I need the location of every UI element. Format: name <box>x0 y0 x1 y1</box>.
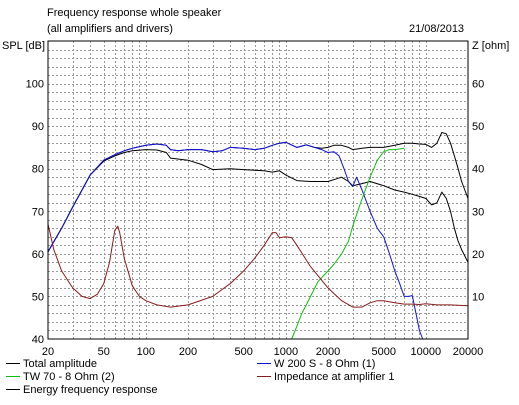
legend-label: Total amplitude <box>23 358 97 370</box>
legend-label: Energy frequency response <box>23 384 158 396</box>
y-axis-label: SPL [dB] <box>2 40 46 52</box>
x-tick-label: 50 <box>98 346 110 358</box>
y-tick-label: 80 <box>32 164 44 176</box>
legend-item: W 200 S - 8 Ohm (1) <box>257 358 375 370</box>
x-tick-label: 1000 <box>274 346 298 358</box>
legend-label: TW 70 - 8 Ohm (2) <box>23 371 115 383</box>
series-line-w-200-s-8-ohm-1 <box>47 141 424 340</box>
grid <box>48 41 468 339</box>
y2-tick-label: 50 <box>472 121 484 133</box>
x-tick-label: 2000 <box>316 346 340 358</box>
chart-subtitle: (all amplifiers and drivers) <box>47 23 173 35</box>
legend-label: W 200 S - 8 Ohm (1) <box>274 358 376 370</box>
chart-date: 21/08/2013 <box>409 23 465 35</box>
legend-swatch <box>257 375 271 377</box>
y2-tick-label: 20 <box>472 249 484 261</box>
y2-axis-label: Z [ohm] <box>472 40 510 52</box>
x-tick-label: 5000 <box>371 346 395 358</box>
x-tick-label: 20 <box>42 346 54 358</box>
legend-swatch <box>6 362 20 364</box>
y-tick-label: 40 <box>32 334 44 346</box>
series-line-energy-frequency-response <box>47 149 469 263</box>
legend-label: Impedance at amplifier 1 <box>274 371 395 383</box>
x-tick-label: 20000 <box>453 346 484 358</box>
x-tick-label: 500 <box>235 346 253 358</box>
plot-frame <box>47 40 469 340</box>
y-tick-label: 60 <box>32 249 44 261</box>
y2-tick-label: 40 <box>472 164 484 176</box>
legend-swatch <box>6 375 20 377</box>
series-line-tw-70-8-ohm-2 <box>291 147 405 340</box>
legend-item: TW 70 - 8 Ohm (2) <box>6 371 115 383</box>
x-tick-label: 200 <box>179 346 197 358</box>
legend-item: Energy frequency response <box>6 384 158 396</box>
y-tick-label: 100 <box>26 79 44 91</box>
legend-swatch <box>6 388 20 390</box>
x-tick-label: 100 <box>137 346 155 358</box>
y2-tick-label: 30 <box>472 206 484 218</box>
series-lines <box>47 132 469 340</box>
legend-item: Impedance at amplifier 1 <box>257 371 394 383</box>
y2-tick-label: 60 <box>472 79 484 91</box>
y-tick-label: 50 <box>32 291 44 303</box>
x-tick-label: 10000 <box>411 346 442 358</box>
y2-tick-label: 10 <box>472 291 484 303</box>
series-line-impedance-at-amplifier-1 <box>47 223 469 308</box>
y-tick-label: 90 <box>32 121 44 133</box>
y-tick-label: 70 <box>32 206 44 218</box>
chart-title: Frequency response whole speaker <box>47 7 222 19</box>
tick-labels: 40 50 60 70 80 90 100 10 20 30 40 50 60 20 50 100 200 500… <box>26 79 485 358</box>
legend-item: Total amplitude <box>6 358 97 370</box>
legend-swatch <box>257 362 271 364</box>
